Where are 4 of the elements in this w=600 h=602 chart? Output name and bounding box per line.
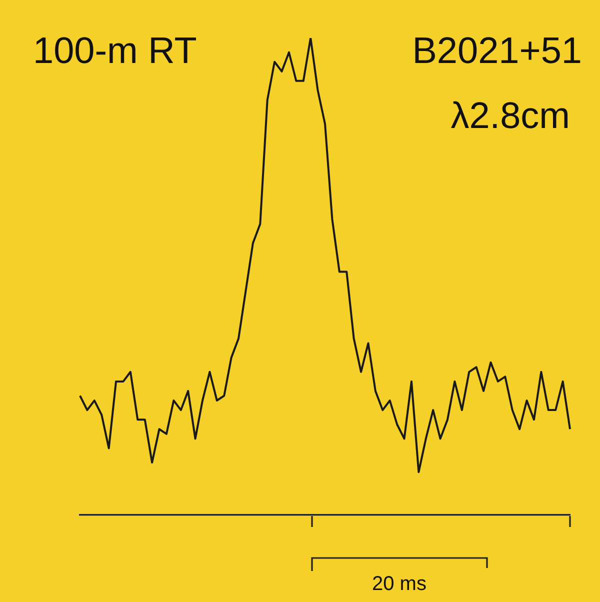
text: 20 ms	[372, 573, 426, 595]
annotation: B2021+51	[412, 30, 582, 71]
annotation: λ2.8cm	[450, 95, 570, 136]
annotation: 100-m RT	[33, 30, 197, 71]
